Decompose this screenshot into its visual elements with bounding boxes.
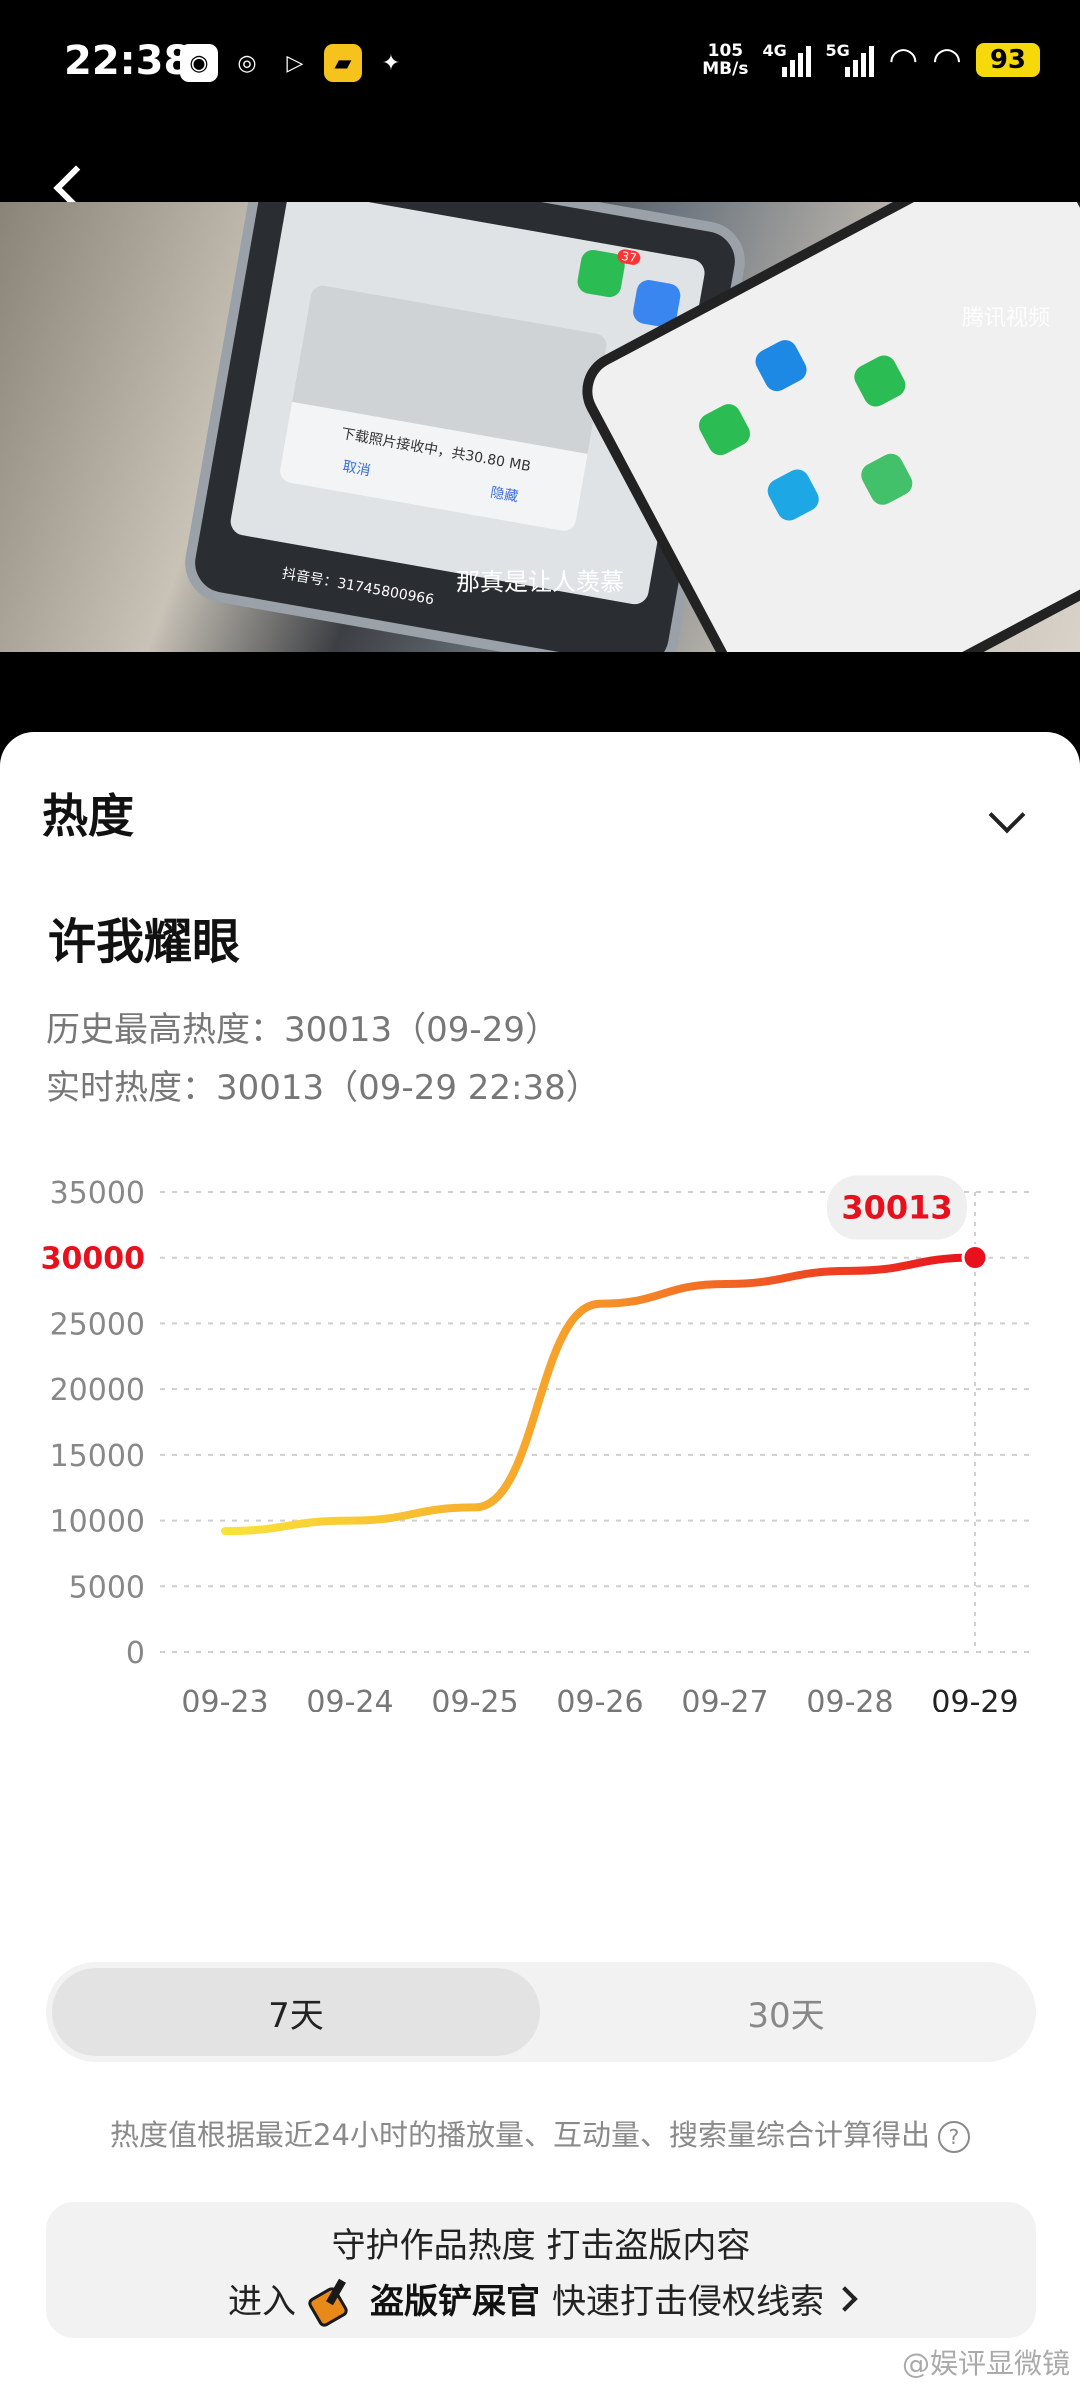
panel-title: 热度 — [42, 789, 134, 843]
shovel-icon — [308, 2277, 358, 2321]
tab-30-days[interactable]: 30天 — [747, 1995, 825, 2036]
signal-4g-icon: 4G — [762, 41, 812, 77]
clock: 22:38 — [64, 38, 192, 84]
x-tick-label: 09-25 — [431, 1685, 518, 1712]
gift-icon: ✦ — [381, 50, 401, 76]
collapse-chevron-icon[interactable] — [988, 796, 1026, 834]
y-tick-label: 20000 — [50, 1373, 145, 1408]
weibo-watermark: @娱评显微镜 — [901, 2347, 1070, 2380]
video-frame[interactable]: 37 下载照片接收中，共30.80 MB 取消 隐藏 抖音号：317458009… — [0, 202, 1080, 652]
battery-indicator: 93 — [975, 43, 1040, 77]
y-tick-label: 0 — [126, 1636, 145, 1671]
brand-name: 盗版铲屎官 — [370, 2282, 540, 2322]
tencent-video-watermark: 腾讯视频 — [961, 306, 1050, 331]
wifi-plus-icon: ◠ — [888, 40, 919, 80]
help-icon[interactable]: ? — [937, 2121, 970, 2153]
x-tick-label: 09-26 — [556, 1685, 643, 1712]
folder-icon: ▰ — [324, 44, 362, 82]
tab-7-days[interactable]: 7天 — [52, 1968, 540, 2056]
latest-point — [961, 1244, 989, 1272]
work-title: 许我耀眼 — [48, 914, 241, 970]
y-tick-label: 15000 — [50, 1439, 145, 1474]
realtime-heat: 实时热度：30013（09-29 22:38） — [46, 1068, 600, 1108]
status-bar: 22:38 ◉ ◎ ▷ ▰ ✦ 105 MB/s 4G 5G ◠ ◠ 93 — [0, 0, 1080, 130]
tooltip-value: 30013 — [841, 1189, 952, 1227]
x-tick-label: 09-24 — [306, 1685, 393, 1712]
y-tick-label: 30000 — [41, 1242, 145, 1277]
wifi-icon: ◠ — [932, 40, 962, 80]
anti-piracy-banner[interactable]: 守护作品热度 打击盗版内容 进入 盗版铲屎官 快速打击侵权线索 — [46, 2202, 1036, 2338]
net-speed: 105 MB/s — [702, 41, 749, 79]
x-tick-label: 09-28 — [806, 1685, 893, 1712]
x-tick-label: 09-23 — [181, 1685, 268, 1712]
range-switch: 7天 30天 — [46, 1962, 1036, 2062]
weibo-icon: ◎ — [237, 50, 257, 76]
value-tooltip: 30013 — [827, 1175, 967, 1240]
heat-panel: 热度 许我耀眼 历史最高热度：30013（09-29） 实时热度：30013（0… — [0, 732, 1080, 2400]
video-subtitle: 那真是让人羡慕 — [456, 568, 624, 596]
y-tick-label: 10000 — [50, 1505, 145, 1540]
x-tick-label: 09-29 — [931, 1685, 1018, 1712]
video-player[interactable]: 37 下载照片接收中，共30.80 MB 取消 隐藏 抖音号：317458009… — [0, 130, 1080, 730]
gallery-icon: ◉ — [180, 44, 218, 82]
chevron-right-icon — [832, 2285, 858, 2312]
heat-line-chart: 35000 30000 25000 20000 15000 10000 5000 0 09-2… — [41, 1175, 1030, 1712]
video-play-icon: ▷ — [286, 50, 304, 76]
heat-note: 热度值根据最近24小时的播放量、互动量、搜索量综合计算得出? — [0, 2112, 1080, 2154]
history-max-heat: 历史最高热度：30013（09-29） — [46, 1010, 559, 1050]
x-tick-label: 09-27 — [681, 1685, 768, 1712]
download-dialog: 下载照片接收中，共30.80 MB 取消 隐藏 — [278, 283, 609, 533]
y-tick-label: 5000 — [69, 1570, 145, 1605]
y-tick-label: 35000 — [50, 1176, 145, 1211]
y-tick-label: 25000 — [50, 1307, 145, 1342]
heat-series-line — [221, 1253, 979, 1536]
signal-5g-icon: 5G — [825, 41, 875, 77]
notification-icons: ◉ ◎ ▷ ▰ ✦ — [180, 44, 410, 82]
